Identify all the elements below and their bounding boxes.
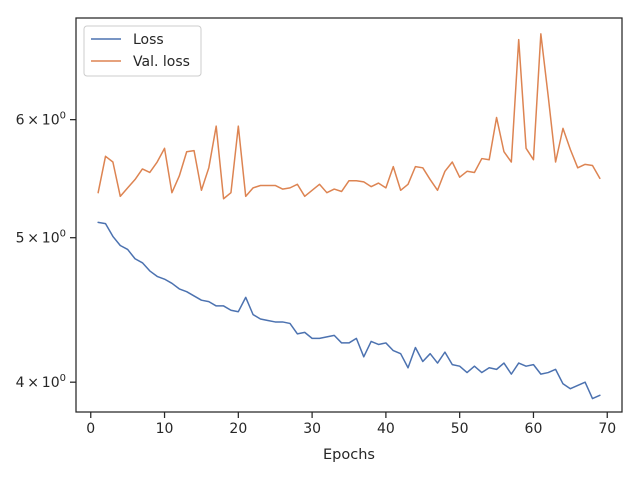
x-tick-label: 30	[303, 421, 321, 437]
x-axis-title: Epochs	[323, 447, 375, 463]
axes-frame	[75, 17, 623, 413]
y-tick-label: 6 × 100	[16, 111, 66, 129]
series-line-val-loss	[97, 33, 601, 200]
x-tick-label: 0	[86, 421, 95, 437]
x-tick-label: 40	[377, 421, 395, 437]
y-tick-label: 4 × 100	[16, 373, 66, 391]
x-tick-label: 50	[451, 421, 469, 437]
legend-label-loss: Loss	[133, 32, 164, 48]
plot-area	[76, 18, 622, 412]
y-axis: 4 × 100 5 × 100 6 × 100	[16, 111, 76, 391]
legend-label-val-loss: Val. loss	[133, 54, 190, 70]
x-tick-label: 70	[598, 421, 616, 437]
legend: Loss Val. loss	[83, 25, 202, 77]
series-layer	[97, 33, 601, 400]
x-axis: 0 10 20 30 40 50 60 70	[86, 412, 616, 437]
y-tick-label: 5 × 100	[16, 229, 66, 247]
series-line-loss	[97, 221, 601, 400]
x-tick-label: 60	[525, 421, 543, 437]
x-tick-label: 20	[229, 421, 247, 437]
x-tick-label: 10	[156, 421, 174, 437]
